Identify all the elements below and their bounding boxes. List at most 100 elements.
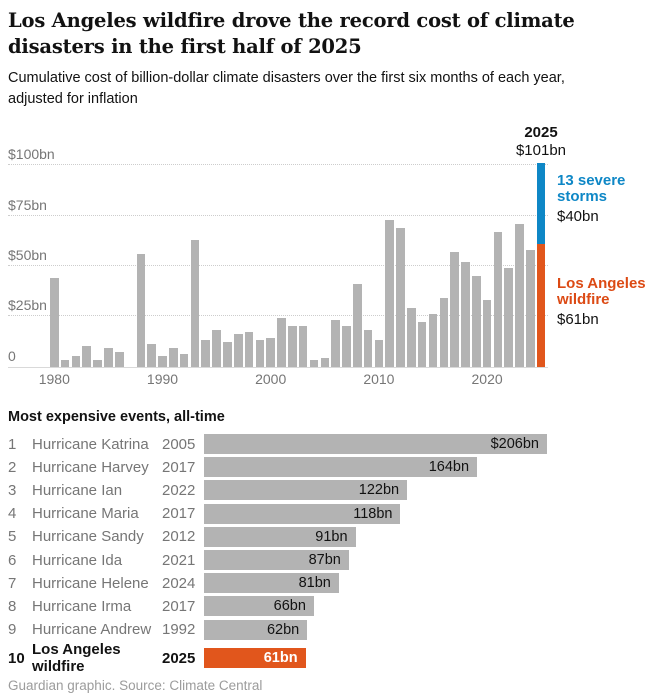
event-value-label: 66bn	[273, 598, 306, 615]
bar-1983	[82, 346, 92, 367]
bar-2025-segment-los-angeles-wildfire	[536, 243, 546, 367]
event-year: 2022	[162, 481, 196, 499]
chart-subtitle: Cumulative cost of billion-dollar climat…	[8, 70, 565, 108]
bar-2004	[309, 360, 319, 367]
bar-2009	[363, 330, 373, 367]
event-value-label: 164bn	[428, 459, 470, 476]
event-bar-cell: 164bn	[204, 457, 638, 478]
bar-2018	[461, 261, 470, 367]
y-tick-label-0: 0	[8, 347, 16, 364]
event-bar-cell: 122bn	[204, 480, 638, 501]
bar-2020	[482, 300, 492, 367]
event-name: Los Angeles wildfire	[32, 641, 121, 676]
event-bar-1: $206bn	[204, 434, 547, 455]
bar-1991	[169, 348, 178, 367]
ranking-chart-title: Most expensive events, all-time	[8, 408, 225, 425]
bar-2025-segment-13-severe-storms	[536, 163, 546, 244]
bar-1984	[93, 360, 102, 367]
event-name: Hurricane Irma	[32, 597, 132, 615]
bar-1989	[147, 344, 156, 367]
y-tick-label-75: $75bn	[8, 196, 47, 213]
bar-1992	[179, 354, 189, 367]
event-name: Hurricane Harvey	[32, 458, 149, 476]
event-year: 2024	[162, 574, 196, 592]
event-value-label: 91bn	[315, 528, 348, 545]
bar-2019	[471, 275, 481, 367]
plot-area: $100bn $75bn $50bn $25bn 0	[8, 146, 548, 368]
annotation-severe-storms: 13 severe storms $40bn	[557, 171, 646, 226]
event-rank: 9	[8, 621, 17, 639]
event-rank: 4	[8, 505, 17, 523]
event-name: Hurricane Ian	[32, 481, 123, 499]
event-row-7: 7 Hurricane Helene 2024 81bn	[8, 572, 638, 595]
event-year: 2021	[162, 551, 196, 569]
bar-2008	[352, 284, 362, 367]
event-row-9: 9 Hurricane Andrew 1992 62bn	[8, 618, 638, 641]
event-value-label: 81bn	[298, 575, 331, 592]
bar-2007	[342, 326, 351, 367]
event-bar-8: 66bn	[204, 596, 314, 617]
event-year: 2025	[162, 649, 196, 667]
event-name: Hurricane Helene	[32, 574, 149, 592]
bar-2024	[526, 249, 535, 367]
event-value-label: 122bn	[358, 482, 400, 499]
event-rank: 8	[8, 597, 17, 615]
event-rank: 3	[8, 481, 17, 499]
x-tick-label-2000: 2000	[255, 370, 287, 387]
event-row-2: 2 Hurricane Harvey 2017 164bn	[8, 456, 638, 479]
event-row-3: 3 Hurricane Ian 2022 122bn	[8, 479, 638, 502]
annotation-2025-total: 2025 $101bn	[516, 124, 566, 159]
event-bar-cell: 61bn	[204, 648, 638, 669]
bar-2023	[515, 223, 524, 367]
event-year: 1992	[162, 621, 196, 639]
event-bar-7: 81bn	[204, 573, 339, 594]
event-bar-9: 62bn	[204, 619, 308, 640]
bar-1995	[212, 330, 221, 367]
bar-2006	[331, 320, 340, 367]
x-tick-label-2020: 2020	[471, 370, 503, 387]
event-row-8: 8 Hurricane Irma 2017 66bn	[8, 595, 638, 618]
bar-1981	[60, 360, 70, 367]
bar-1985	[104, 348, 113, 367]
bar-2000	[266, 338, 275, 367]
source-credit: Guardian graphic. Source: Climate Centra…	[8, 678, 263, 693]
annotation-2025-year-label: 2025	[524, 123, 558, 141]
bar-2012	[396, 227, 405, 367]
event-name: Hurricane Maria	[32, 505, 139, 523]
bar-2001	[277, 318, 286, 367]
bar-1980	[50, 277, 59, 367]
bar-2017	[450, 251, 459, 367]
bar-2022	[504, 267, 514, 367]
page-title: Los Angeles wildfire drove the record co…	[8, 9, 575, 58]
bar-2005	[320, 358, 330, 367]
y-tick-label-25: $25bn	[8, 297, 47, 314]
severe-storms-label: 13 severe storms	[557, 171, 626, 205]
bar-1996	[223, 342, 232, 367]
bar-2014	[417, 322, 427, 367]
event-bar-cell: 91bn	[204, 526, 638, 547]
event-year: 2017	[162, 458, 196, 476]
event-row-10: 10 Los Angeles wildfire 2025 61bn	[8, 641, 638, 675]
cumulative-cost-bar-chart: $100bn $75bn $50bn $25bn 0 2025 $101bn 13 se…	[8, 123, 646, 389]
bar-1998	[244, 332, 254, 367]
event-bar-cell: $206bn	[204, 434, 638, 455]
event-rank: 1	[8, 435, 17, 453]
event-bar-10: 61bn	[204, 648, 306, 669]
event-bar-cell: 62bn	[204, 619, 638, 640]
x-tick-label-1990: 1990	[146, 370, 179, 387]
bar-1993	[190, 239, 200, 367]
event-value-label: 87bn	[308, 552, 341, 569]
event-name: Hurricane Katrina	[32, 435, 149, 453]
x-tick-label-1980: 1980	[38, 370, 70, 387]
most-expensive-events-table: 1 Hurricane Katrina 2005 $206bn 2 Hurricane H…	[8, 433, 638, 675]
event-bar-cell: 118bn	[204, 503, 638, 524]
bar-2025	[536, 163, 546, 367]
bar-1997	[233, 334, 243, 367]
bar-2003	[298, 326, 308, 367]
bar-1986	[114, 352, 124, 367]
gridline-100bn	[8, 164, 548, 166]
event-bar-cell: 66bn	[204, 596, 638, 617]
event-year: 2012	[162, 528, 196, 546]
bar-2013	[407, 308, 416, 367]
